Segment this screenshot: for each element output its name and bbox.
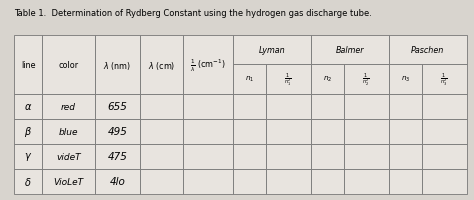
Bar [233, 119, 266, 144]
Bar [266, 64, 311, 94]
Bar [95, 119, 140, 144]
Bar [344, 64, 389, 94]
Bar [233, 36, 311, 64]
Text: Table 1.  Determination of Rydberg Constant using the hydrogen gas discharge tub: Table 1. Determination of Rydberg Consta… [14, 9, 372, 18]
Bar [389, 169, 422, 194]
Bar [42, 36, 95, 94]
Bar [266, 119, 311, 144]
Bar [389, 119, 422, 144]
Text: 495: 495 [108, 127, 127, 137]
Text: Balmer: Balmer [336, 46, 364, 55]
Bar [233, 94, 266, 119]
Text: $\lambda$ (cm): $\lambda$ (cm) [148, 59, 175, 71]
Bar [14, 169, 42, 194]
Bar [140, 169, 182, 194]
Text: $\beta$: $\beta$ [24, 125, 32, 139]
Text: $\frac{1}{\lambda}$ (cm$^{-1}$): $\frac{1}{\lambda}$ (cm$^{-1}$) [190, 57, 226, 73]
Bar [140, 144, 182, 169]
Bar [389, 94, 422, 119]
Text: Paschen: Paschen [411, 46, 445, 55]
Bar [42, 169, 95, 194]
Bar [95, 94, 140, 119]
Bar [95, 169, 140, 194]
Bar [14, 144, 42, 169]
Bar [422, 94, 467, 119]
Text: $\frac{1}{n_3^2}$: $\frac{1}{n_3^2}$ [440, 71, 448, 88]
Text: $\frac{1}{n_1^2}$: $\frac{1}{n_1^2}$ [284, 71, 292, 88]
Bar [311, 119, 344, 144]
Bar [233, 169, 266, 194]
Bar [266, 169, 311, 194]
Text: VioLeT: VioLeT [53, 177, 83, 186]
Text: red: red [61, 102, 76, 111]
Bar [140, 119, 182, 144]
Bar [266, 94, 311, 119]
Bar [140, 36, 182, 94]
Bar [182, 144, 233, 169]
Bar [42, 144, 95, 169]
Text: $\gamma$: $\gamma$ [24, 151, 32, 163]
Bar [422, 144, 467, 169]
Text: line: line [21, 61, 35, 70]
Text: 475: 475 [108, 152, 127, 162]
Text: $\frac{1}{n_2^2}$: $\frac{1}{n_2^2}$ [363, 71, 370, 88]
Text: color: color [58, 61, 78, 70]
Bar [311, 36, 389, 64]
Bar [14, 119, 42, 144]
Bar [42, 94, 95, 119]
Text: $n_3$: $n_3$ [401, 75, 410, 84]
Bar [182, 169, 233, 194]
Bar [182, 36, 233, 94]
Bar [311, 94, 344, 119]
Bar [42, 119, 95, 144]
Bar [233, 64, 266, 94]
Bar [140, 94, 182, 119]
Bar [389, 144, 422, 169]
Bar [344, 119, 389, 144]
Bar [311, 169, 344, 194]
Bar [311, 144, 344, 169]
Text: $n_1$: $n_1$ [245, 75, 254, 84]
Text: $n_2$: $n_2$ [323, 75, 332, 84]
Bar [344, 169, 389, 194]
Bar [14, 94, 42, 119]
Bar [422, 119, 467, 144]
Bar [95, 36, 140, 94]
Bar [389, 36, 467, 64]
Bar [311, 64, 344, 94]
Bar [14, 36, 42, 94]
Bar [422, 64, 467, 94]
Bar [182, 94, 233, 119]
Bar [182, 119, 233, 144]
Text: Lyman: Lyman [259, 46, 285, 55]
Text: $\delta$: $\delta$ [24, 176, 32, 188]
Bar [344, 94, 389, 119]
Bar [422, 169, 467, 194]
Bar [233, 144, 266, 169]
Bar [389, 64, 422, 94]
Bar [95, 144, 140, 169]
Text: $\alpha$: $\alpha$ [24, 102, 32, 112]
Text: videT: videT [56, 152, 81, 161]
Text: $\lambda$ (nm): $\lambda$ (nm) [103, 59, 131, 71]
Text: 4lo: 4lo [109, 177, 125, 187]
Text: blue: blue [58, 127, 78, 136]
Text: 655: 655 [108, 102, 127, 112]
Bar [344, 144, 389, 169]
Bar [266, 144, 311, 169]
